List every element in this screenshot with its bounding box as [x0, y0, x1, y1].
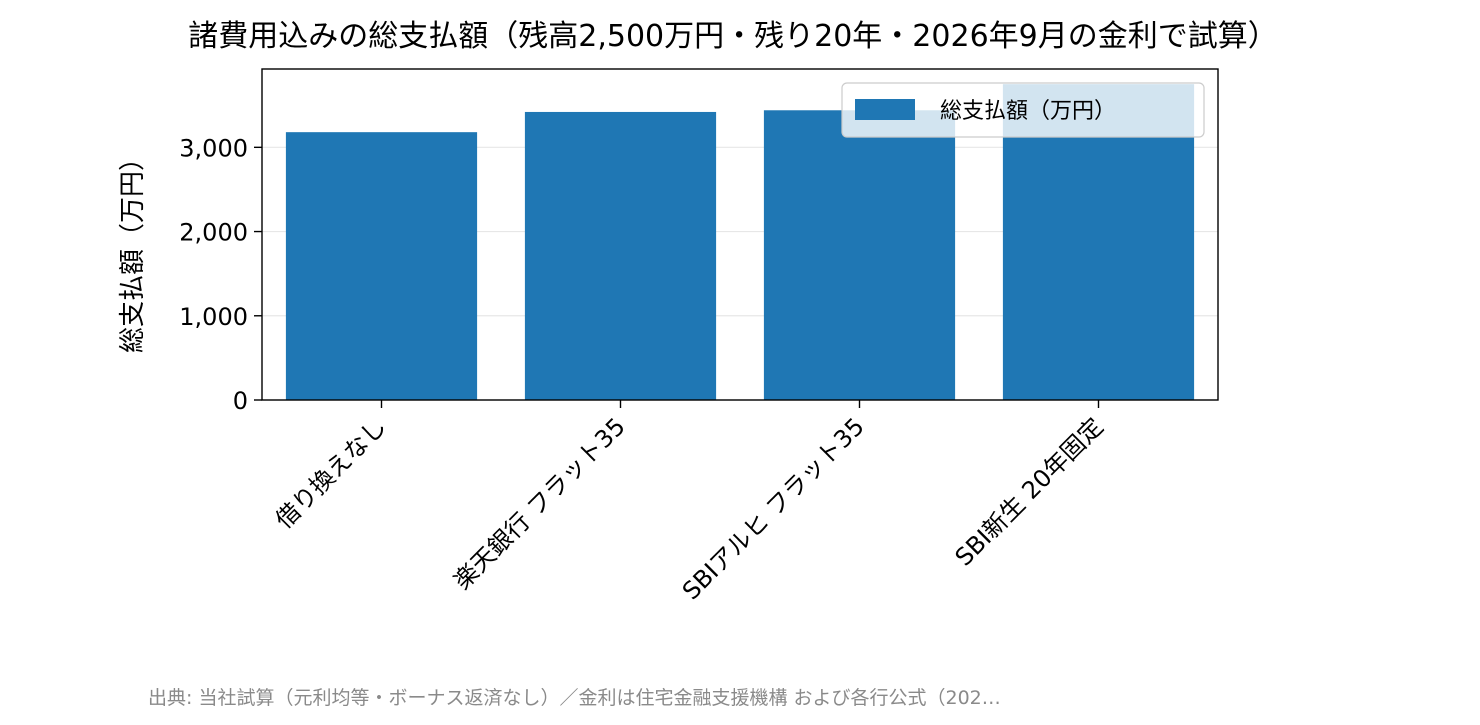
y-tick-label: 3,000 — [179, 134, 248, 162]
legend-box — [841, 82, 1205, 138]
legend: 総支払額（万円） — [841, 82, 1205, 138]
y-axis-ticks: 0 1,000 2,000 3,000 — [179, 134, 262, 415]
y-tick-label: 1,000 — [179, 303, 248, 331]
y-axis-label: 総支払額（万円） — [118, 145, 148, 353]
y-tick-label: 0 — [233, 387, 248, 415]
source-note: 出典: 当社試算（元利均等・ボーナス返済なし）／金利は住宅金融支援機構 および各… — [148, 687, 1001, 709]
bar — [285, 132, 478, 400]
bar — [524, 111, 717, 401]
bars — [285, 84, 1195, 401]
legend-label: 総支払額（万円） — [940, 99, 1116, 124]
bar — [763, 110, 956, 401]
legend-swatch — [855, 99, 915, 120]
chart-title: 諸費用込みの総支払額（残高2,500万円・残り20年・2026年9月の金利で試算… — [188, 19, 1278, 54]
y-tick-label: 2,000 — [179, 219, 248, 247]
plot-frame — [261, 68, 1219, 401]
